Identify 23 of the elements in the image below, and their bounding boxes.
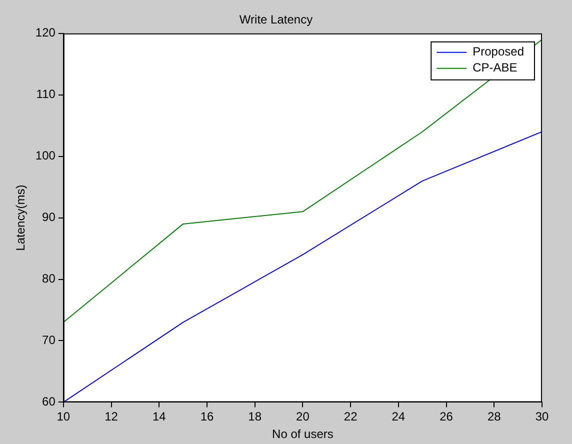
legend-label: Proposed: [472, 44, 524, 59]
y-tick-label: 80: [42, 272, 56, 286]
chart-title: Write Latency: [239, 12, 313, 27]
y-tick-label: 120: [35, 26, 56, 40]
y-tick-label: 110: [36, 87, 56, 102]
y-axis-title: Latency(ms): [14, 184, 28, 251]
x-tick-label: 16: [200, 410, 214, 424]
x-tick-label: 22: [344, 410, 358, 424]
y-tick-label: 90: [42, 210, 56, 224]
x-tick-label: 18: [248, 410, 262, 424]
x-tick-label: 30: [535, 410, 549, 424]
x-axis-title: No of users: [272, 427, 334, 442]
y-tick-label: 60: [42, 394, 56, 409]
x-tick-label: 14: [152, 410, 166, 424]
x-tick-label: 20: [296, 410, 310, 424]
y-tick-label: 70: [42, 333, 56, 348]
x-tick-label: 12: [104, 410, 118, 424]
x-tick-label: 24: [392, 410, 406, 424]
legend-label: CP-ABE: [472, 60, 518, 75]
y-tick-label: 100: [35, 148, 56, 163]
x-tick-label: 10: [56, 410, 70, 424]
x-tick-label: 28: [487, 410, 502, 424]
x-tick-label: 26: [440, 410, 454, 424]
